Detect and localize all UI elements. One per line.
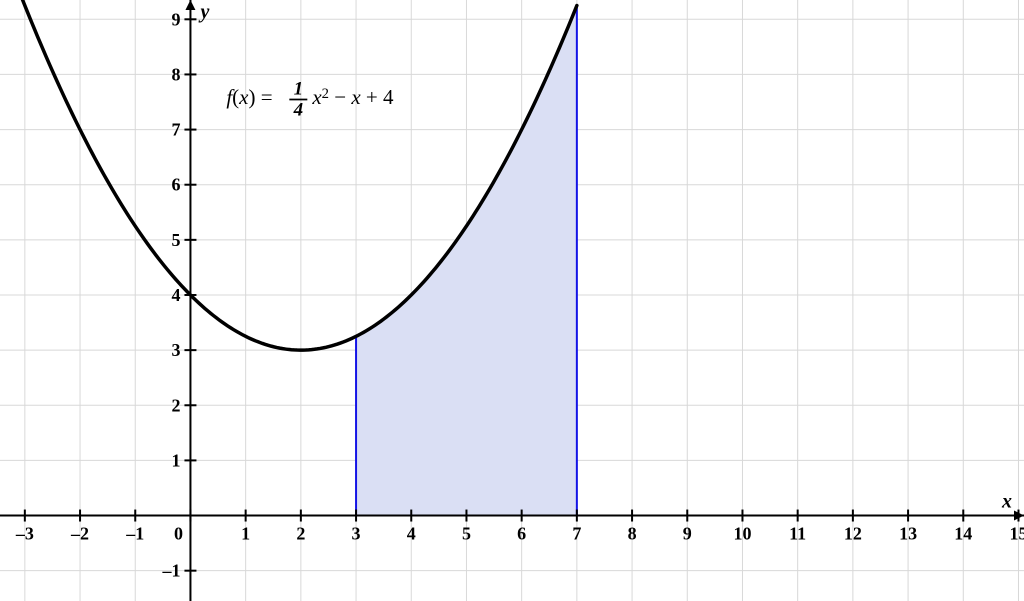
xtick-label: 7 (572, 524, 581, 544)
ytick-label: 9 (171, 9, 180, 29)
ytick-label: 2 (171, 395, 180, 415)
xtick-label: 15 (1009, 524, 1024, 544)
xtick-label: –3 (15, 524, 34, 544)
ytick-label: –1 (161, 561, 180, 581)
y-axis-label: y (198, 1, 209, 23)
xtick-label: 10 (733, 524, 751, 544)
ytick-label: 1 (171, 450, 180, 470)
xtick-label: 6 (517, 524, 526, 544)
xtick-label: 2 (296, 524, 305, 544)
ytick-label: 8 (171, 64, 180, 84)
xtick-label: 11 (789, 524, 806, 544)
xtick-label: –1 (125, 524, 144, 544)
xtick-label: 8 (628, 524, 637, 544)
ytick-label: 6 (171, 175, 180, 195)
ytick-label: 4 (171, 285, 180, 305)
xtick-label: 4 (407, 524, 416, 544)
xtick-label: 0 (174, 524, 183, 544)
xtick-label: 12 (844, 524, 862, 544)
xtick-label: 13 (899, 524, 917, 544)
xtick-label: 3 (352, 524, 361, 544)
svg-text:1: 1 (294, 78, 304, 99)
svg-text:x2 − x + 4: x2 − x + 4 (311, 85, 394, 109)
integral-area-chart: –3–2–10123456789101112131415–1123456789x… (0, 0, 1024, 601)
ytick-label: 7 (171, 120, 180, 140)
xtick-label: 9 (683, 524, 692, 544)
svg-text:f(x) =: f(x) = (226, 85, 272, 109)
xtick-label: 1 (241, 524, 250, 544)
ytick-label: 5 (171, 230, 180, 250)
xtick-label: –2 (70, 524, 89, 544)
xtick-label: 5 (462, 524, 471, 544)
svg-text:4: 4 (293, 99, 304, 120)
ytick-label: 3 (171, 340, 180, 360)
x-axis-label: x (1001, 491, 1012, 513)
formula-label: f(x) = 14 x2 − x + 4 (226, 78, 394, 120)
xtick-label: 14 (954, 524, 972, 544)
